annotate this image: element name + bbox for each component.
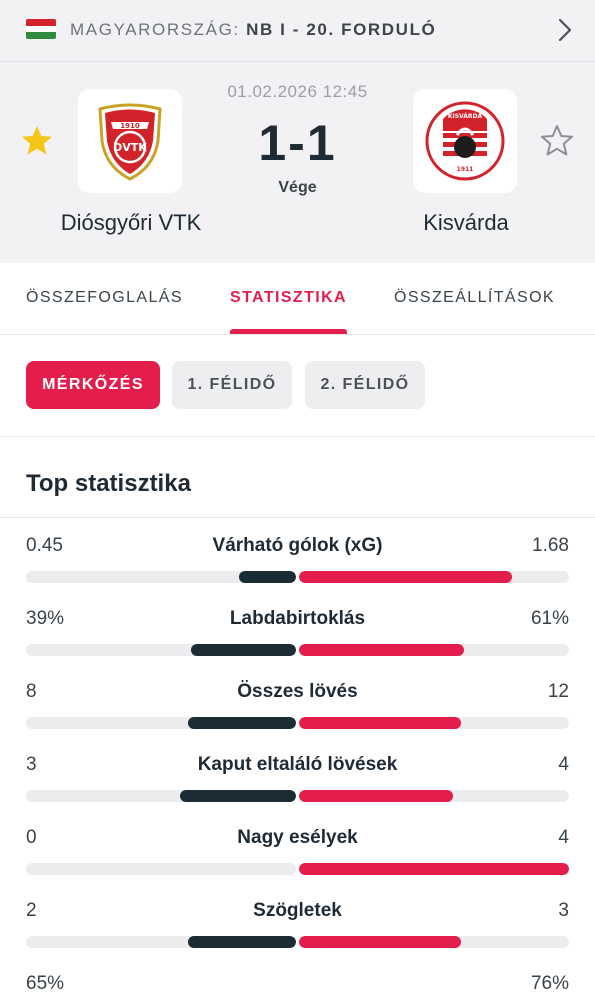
section-title: Top statisztika bbox=[26, 470, 191, 497]
period-chip-first-half[interactable]: 1. FÉLIDŐ bbox=[172, 361, 292, 409]
stat-bar-home-fill bbox=[188, 936, 296, 948]
stat-away-value: 4 bbox=[558, 754, 569, 775]
stat-bar-home bbox=[26, 644, 296, 656]
favorite-star-icon-home[interactable] bbox=[20, 124, 54, 158]
svg-text:KISVÁRDA: KISVÁRDA bbox=[448, 113, 483, 120]
stat-bar-away-fill bbox=[299, 863, 569, 875]
stat-home-value: 0 bbox=[26, 827, 37, 848]
stat-row: 0 Nagy esélyek 4 bbox=[0, 827, 595, 900]
home-team-logo[interactable]: 1910 DVTK bbox=[78, 89, 182, 193]
stat-bar-away bbox=[299, 936, 569, 948]
stat-bar-away bbox=[299, 863, 569, 875]
stat-bar-home bbox=[26, 717, 296, 729]
stat-label: Várható gólok (xG) bbox=[212, 535, 383, 556]
match-datetime: 01.02.2026 12:45 bbox=[227, 82, 368, 101]
away-team-name[interactable]: Kisvárda bbox=[423, 210, 509, 235]
stat-bar-away-fill bbox=[299, 571, 513, 583]
chevron-right-icon[interactable] bbox=[555, 16, 575, 44]
stat-bar-home-fill bbox=[179, 790, 296, 802]
stat-row: 0.45 Várható gólok (xG) 1.68 bbox=[0, 535, 595, 608]
svg-text:1910: 1910 bbox=[120, 122, 140, 130]
stat-bar-home bbox=[26, 571, 296, 583]
home-team-name[interactable]: Diósgyőri VTK bbox=[60, 210, 202, 235]
stat-away-value: 12 bbox=[547, 681, 569, 702]
stat-away-value: 61% bbox=[530, 608, 569, 629]
stat-label: Kaput eltaláló lövések bbox=[197, 754, 398, 775]
period-chip-match[interactable]: MÉRKŐZÉS bbox=[26, 361, 160, 409]
flag-stripe-green bbox=[26, 32, 56, 39]
svg-text:DVTK: DVTK bbox=[113, 141, 147, 154]
stat-home-value: 3 bbox=[26, 754, 37, 775]
stat-bar-away-fill bbox=[299, 644, 464, 656]
favorite-star-icon-away[interactable] bbox=[540, 124, 574, 158]
stat-row: 3 Kaput eltaláló lövések 4 bbox=[0, 754, 595, 827]
stat-bar-away bbox=[299, 571, 569, 583]
kisvarda-crest-icon: KISVÁRDA 1911 bbox=[425, 101, 505, 181]
stat-bar-home bbox=[26, 790, 296, 802]
league-title: MAGYARORSZÁG: NB I - 20. FORDULÓ bbox=[70, 20, 436, 40]
stat-bar-home bbox=[26, 936, 296, 948]
league-header[interactable]: MAGYARORSZÁG: NB I - 20. FORDULÓ bbox=[0, 0, 595, 62]
stat-label: Labdabirtoklás bbox=[229, 608, 366, 629]
match-status: Vége bbox=[278, 179, 317, 196]
stat-bar-home bbox=[26, 863, 296, 875]
active-tab-indicator bbox=[230, 329, 347, 334]
stat-bar-away bbox=[299, 644, 569, 656]
stat-row: 39% Labdabirtoklás 61% bbox=[0, 608, 595, 681]
flag-stripe-white bbox=[26, 25, 56, 33]
stat-bar-home-fill bbox=[239, 571, 296, 583]
stat-bar-away-fill bbox=[299, 936, 461, 948]
stat-away-value: 3 bbox=[558, 900, 569, 921]
stat-bar-away bbox=[299, 790, 569, 802]
tab-summary[interactable]: ÖSSZEFOGLALÁS bbox=[26, 289, 183, 306]
stat-bar-away-fill bbox=[299, 717, 461, 729]
tab-statistics[interactable]: STATISZTIKA bbox=[230, 289, 348, 306]
stat-bar-home-fill bbox=[188, 717, 296, 729]
stat-bar-away bbox=[299, 717, 569, 729]
league-country: MAGYARORSZÁG: bbox=[70, 20, 240, 39]
divider bbox=[0, 517, 595, 518]
stat-home-value: 8 bbox=[26, 681, 37, 702]
match-score: 1-1 bbox=[258, 115, 337, 171]
stat-home-value: 0.45 bbox=[26, 535, 63, 556]
stat-label: Nagy esélyek bbox=[237, 827, 358, 848]
stat-home-value: 39% bbox=[26, 608, 65, 629]
stat-away-value: 4 bbox=[558, 827, 569, 848]
stat-row: 8 Összes lövés 12 bbox=[0, 681, 595, 754]
period-chip-second-half[interactable]: 2. FÉLIDŐ bbox=[305, 361, 425, 409]
stat-label: Összes lövés bbox=[237, 681, 358, 702]
league-round: NB I - 20. FORDULÓ bbox=[246, 20, 437, 39]
away-team-logo[interactable]: KISVÁRDA 1911 bbox=[413, 89, 517, 193]
stat-bar-away-fill bbox=[299, 790, 453, 802]
period-filter: MÉRKŐZÉS 1. FÉLIDŐ 2. FÉLIDŐ bbox=[0, 335, 595, 437]
svg-text:1911: 1911 bbox=[457, 166, 474, 173]
stat-row: 65% 76% bbox=[0, 973, 595, 1000]
flag-stripe-red bbox=[26, 19, 56, 26]
tab-lineups[interactable]: ÖSSZEÁLLÍTÁSOK bbox=[394, 289, 555, 306]
stat-home-value: 65% bbox=[26, 973, 65, 994]
match-tabs: ÖSSZEFOGLALÁS STATISZTIKA ÖSSZEÁLLÍTÁSOK bbox=[0, 263, 595, 335]
match-header: 01.02.2026 12:45 1910 DVTK 1-1 Vége KISV… bbox=[0, 62, 595, 263]
stat-away-value: 76% bbox=[530, 973, 569, 994]
dvtk-crest-icon: 1910 DVTK bbox=[98, 103, 162, 181]
stat-home-value: 2 bbox=[26, 900, 37, 921]
stat-label: Szögletek bbox=[253, 900, 342, 921]
stat-bar-home-fill bbox=[190, 644, 296, 656]
hungary-flag-icon bbox=[26, 19, 56, 39]
stat-away-value: 1.68 bbox=[532, 535, 569, 556]
stat-row: 2 Szögletek 3 bbox=[0, 900, 595, 973]
